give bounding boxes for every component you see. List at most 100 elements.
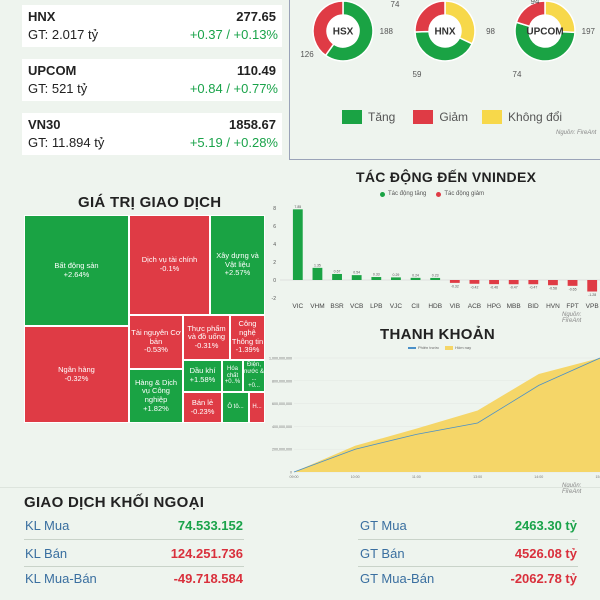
impact-category-label: VCB [350, 303, 363, 310]
legend-label-down: Giảm [439, 110, 469, 124]
impact-category-label: HVN [546, 303, 560, 310]
donut-down-count: 74 [513, 70, 522, 79]
cell-name: Ngân hàng [58, 364, 95, 374]
treemap-cell[interactable]: Hóa chất +0..% [222, 360, 243, 392]
treemap-cell[interactable]: Công nghệ Thông tin -1.39% [230, 315, 265, 360]
treemap-cell[interactable]: Dịch vụ tài chính -0.1% [129, 215, 210, 315]
legend-label-prev: Phiên trước [418, 345, 440, 350]
foreign-row-kl-sell: KL Bán 124.251.736 [25, 543, 243, 565]
foreign-label: GT Bán [360, 546, 405, 561]
liquidity-ytick-label: 1,000,000,000 [269, 357, 292, 361]
impact-category-label: HDB [428, 303, 442, 310]
cell-change: +0..% [224, 379, 241, 386]
index-change: +0.37 / +0.13% [189, 27, 278, 42]
foreign-label: KL Bán [25, 546, 68, 561]
treemap-cell[interactable]: Ô tô... [222, 392, 249, 423]
donut-slice-up [414, 30, 474, 62]
donut-slice-down [414, 0, 446, 33]
foreign-label: GT Mua-Bán [360, 571, 435, 586]
index-trading-value: GT: 521 tỷ [28, 81, 88, 96]
index-card-upcom[interactable]: UPCOM GT: 521 tỷ 110.49 +0.84 / +0.77% [22, 59, 282, 101]
impact-value-label: 7.85 [294, 205, 301, 209]
index-value: 277.65 [236, 9, 276, 24]
foreign-divider [358, 566, 578, 567]
treemap-cell[interactable]: Bất động sản +2.64% [24, 215, 129, 326]
impact-category-label: HPG [487, 303, 501, 310]
impact-bar [567, 280, 578, 286]
impact-value-label: 0.29 [393, 273, 400, 277]
treemap-cell[interactable]: Thực phẩm và đồ uống -0.31% [183, 315, 230, 360]
impact-value-label: -0.58 [549, 287, 557, 291]
impact-bar [391, 277, 401, 280]
cell-change: +0... [248, 382, 260, 389]
impact-value-label: -0.46 [490, 286, 498, 290]
liquidity-ytick-label: 800,000,000 [272, 379, 292, 383]
foreign-label: KL Mua [25, 518, 70, 533]
cell-change: -0.23% [190, 406, 215, 416]
treemap-cell[interactable]: Điện, nước & ... +0... [243, 360, 265, 392]
treemap-cell[interactable]: Dầu khí +1.58% [183, 360, 222, 392]
liquidity-title: THANH KHOẢN [380, 326, 495, 343]
treemap-cell[interactable]: Xây dựng và Vật liệu +2.57% [210, 215, 265, 315]
cell-change: +1.82% [143, 403, 169, 413]
cell-name: Dầu khí [189, 366, 216, 376]
foreign-label: KL Mua-Bán [25, 571, 97, 586]
treemap-cell[interactable]: Ngân hàng -0.32% [24, 326, 129, 423]
cell-name: Điện, nước & ... [244, 362, 264, 382]
cell-name: Công nghệ Thông tin [231, 319, 264, 346]
impact-bar [410, 277, 421, 280]
index-card-vn30[interactable]: VN30 GT: 11.894 tỷ 1858.67 +5.19 / +0.28… [22, 113, 282, 155]
cell-name: Hàng & Dịch vụ Công nghiệp [134, 377, 178, 404]
index-name: VN30 [28, 117, 61, 132]
donut-slice-down [312, 0, 344, 57]
impact-ytick-label: 8 [273, 206, 276, 212]
foreign-label: GT Mua [360, 518, 407, 533]
foreign-row-kl-buy: KL Mua 74.533.152 [25, 515, 243, 537]
index-card-hnx[interactable]: HNX GT: 2.017 tỷ 277.65 +0.37 / +0.13% [22, 5, 282, 47]
cell-name: Dịch vụ tài chính [141, 255, 198, 265]
impact-value-label: -0.47 [510, 286, 518, 290]
impact-bar [469, 280, 480, 284]
cell-change: -0.1% [159, 264, 180, 273]
liquidity-xtick-label: 13:00 [473, 475, 482, 479]
impact-legend: Tác động tăng Tác động giảm [380, 191, 484, 197]
legend-line-prev [408, 346, 416, 349]
foreign-row-kl-net: KL Mua-Bán -49.718.584 [25, 568, 243, 590]
index-change: +5.19 / +0.28% [189, 135, 278, 150]
treemap-cell[interactable]: Hàng & Dịch vụ Công nghiệp +1.82% [129, 369, 183, 423]
liquidity-ytick-label: 600,000,000 [272, 402, 292, 406]
impact-ytick-label: 4 [273, 242, 276, 248]
foreign-row-gt-buy: GT Mua 2463.30 tỷ [360, 515, 577, 537]
liquidity-area-chart: 1,000,000,000 800,000,000 600,000,000 400,0… [269, 357, 600, 479]
impact-category-label: ACB [468, 303, 481, 310]
cell-change: -0.32% [64, 373, 89, 383]
impact-value-label: 0.67 [334, 269, 341, 273]
impact-bar [489, 280, 499, 285]
foreign-value: -2062.78 tỷ [510, 571, 578, 586]
donut-up-count: 188 [380, 27, 394, 36]
impact-value-label: -1.28 [588, 293, 596, 297]
impact-value-label: -0.65 [569, 287, 577, 291]
impact-bar [430, 277, 441, 280]
treemap-cell[interactable]: Tài nguyên Cơ bản -0.53% [129, 315, 183, 369]
impact-bar [292, 209, 303, 280]
impact-category-label: VIC [292, 303, 303, 310]
impact-category-label: MBB [507, 303, 521, 310]
impact-bar [548, 280, 558, 286]
sector-treemap: Bất động sản +2.64% Dịch vụ tài chính -0.1… [24, 215, 265, 423]
liquidity-legend: Phiên trước Hôm nay [408, 345, 471, 350]
liquidity-ytick-label: 0 [290, 471, 292, 475]
impact-category-label: BSR [330, 303, 344, 310]
donut-center-label: UPCOM [526, 27, 563, 38]
donut-up-count: 197 [582, 27, 596, 36]
treemap-cell[interactable]: Bán lẻ -0.23% [183, 392, 222, 423]
breadth-legend: Tăng Giảm Không đổi [342, 108, 562, 126]
donut-upcom: UPCOM 197 74 94 [513, 0, 596, 79]
impact-ytick-label: 2 [273, 260, 276, 266]
treemap-cell[interactable]: H... [249, 392, 265, 423]
donut-hole [529, 15, 561, 47]
impact-value-label: -0.42 [470, 285, 478, 289]
foreign-row-gt-net: GT Mua-Bán -2062.78 tỷ [360, 568, 577, 590]
impact-bar [371, 277, 382, 280]
impact-bar [351, 275, 362, 280]
